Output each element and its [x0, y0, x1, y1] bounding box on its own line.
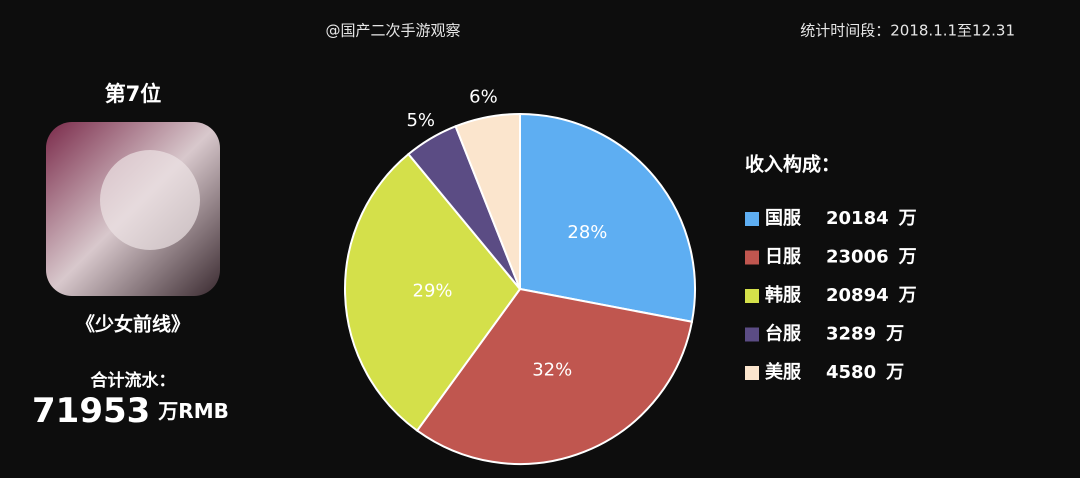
data-label: 6%	[469, 86, 498, 107]
amount-value: 20184	[826, 208, 889, 229]
legend-swatch	[745, 366, 759, 380]
amount-value: 4580	[826, 362, 876, 383]
amount-unit: 万	[885, 324, 904, 345]
legend-amount: 3289 万	[826, 324, 904, 345]
data-label: 5%	[406, 110, 435, 131]
period: 统计时间段：2018.1.1至12.31	[800, 22, 1015, 40]
legend-swatch	[745, 250, 759, 265]
legend-swatch	[745, 289, 759, 303]
source: @国产二次手游观察	[325, 22, 460, 40]
total-value: 71953	[32, 391, 150, 431]
amount-value: 23006	[826, 247, 889, 268]
legend-amount: 20184 万	[826, 208, 917, 229]
amount-value: 20894	[826, 285, 889, 306]
data-label: 32%	[532, 359, 572, 380]
amount-value: 3289	[826, 324, 876, 345]
amount-unit: 万	[898, 208, 917, 229]
legend-label: 韩服	[765, 284, 802, 306]
amount-unit: 万	[898, 247, 917, 268]
icon-art	[100, 150, 200, 250]
pie-slice	[519, 112, 696, 323]
amount-unit: 万	[885, 362, 904, 383]
legend-amount: 4580 万	[826, 362, 904, 383]
amount-unit: 万	[898, 285, 917, 306]
game-name: 《少女前线》	[76, 313, 190, 336]
legend-label: 台服	[765, 323, 802, 345]
legend-amount: 20894 万	[826, 285, 917, 306]
total-label: 合计流水：	[91, 370, 176, 391]
rank: 第7位	[105, 82, 162, 106]
legend-label: 国服	[765, 208, 802, 229]
legend-swatch	[745, 212, 759, 226]
legend-amount: 23006 万	[826, 247, 917, 268]
data-label: 29%	[413, 281, 453, 302]
total: 71953 万RMB	[32, 391, 229, 431]
legend-swatch	[745, 327, 759, 342]
legend-label: 日服	[765, 247, 802, 268]
pie-slice	[454, 112, 521, 290]
total-unit: 万RMB	[157, 399, 229, 423]
pie-slice	[415, 287, 694, 465]
legend-label: 美服	[765, 361, 802, 383]
legend-title: 收入构成：	[745, 153, 840, 176]
pie-slice	[344, 152, 522, 432]
data-label: 28%	[567, 222, 607, 243]
